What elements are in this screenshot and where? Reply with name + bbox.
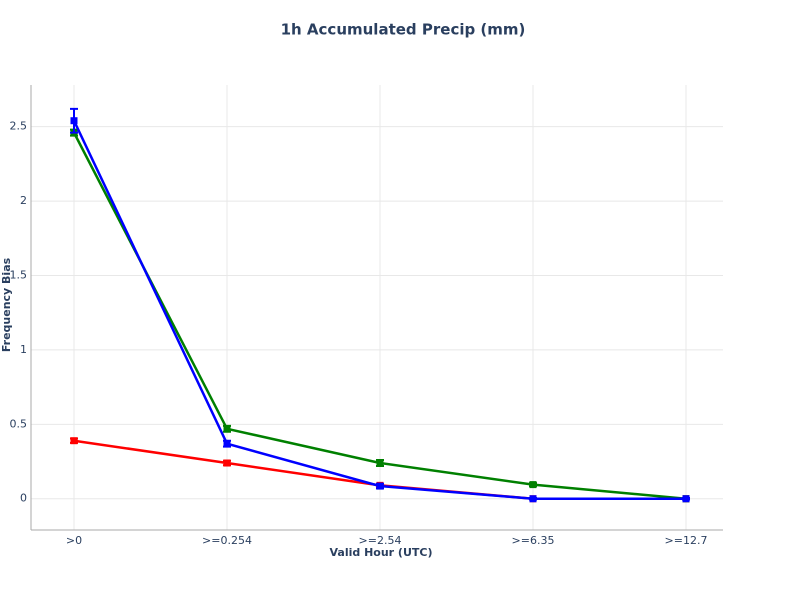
x-tick-label: >=0.254 [202, 534, 252, 547]
chart-title: 1h Accumulated Precip (mm) [281, 21, 526, 39]
marker [376, 482, 384, 490]
marker [70, 437, 78, 445]
marker [70, 117, 78, 125]
x-tick-label: >0 [66, 534, 82, 547]
marker [682, 495, 690, 503]
y-axis-label: Frequency Bias [0, 257, 13, 352]
y-tick-label: 0 [20, 492, 27, 505]
marker [223, 440, 231, 448]
y-tick-label: 2.5 [10, 120, 28, 133]
marker [376, 459, 384, 467]
y-tick-label: 1.5 [10, 269, 28, 282]
y-tick-label: 0.5 [10, 417, 28, 430]
x-tick-label: >=6.35 [512, 534, 555, 547]
y-tick-label: 2 [20, 194, 27, 207]
y-tick-label: 1 [20, 343, 27, 356]
marker [223, 459, 231, 467]
x-tick-label: >=2.54 [359, 534, 402, 547]
x-tick-label: >=12.7 [665, 534, 708, 547]
marker [529, 495, 537, 503]
x-axis-label: Valid Hour (UTC) [330, 546, 433, 559]
marker [223, 425, 231, 433]
marker [529, 481, 537, 489]
